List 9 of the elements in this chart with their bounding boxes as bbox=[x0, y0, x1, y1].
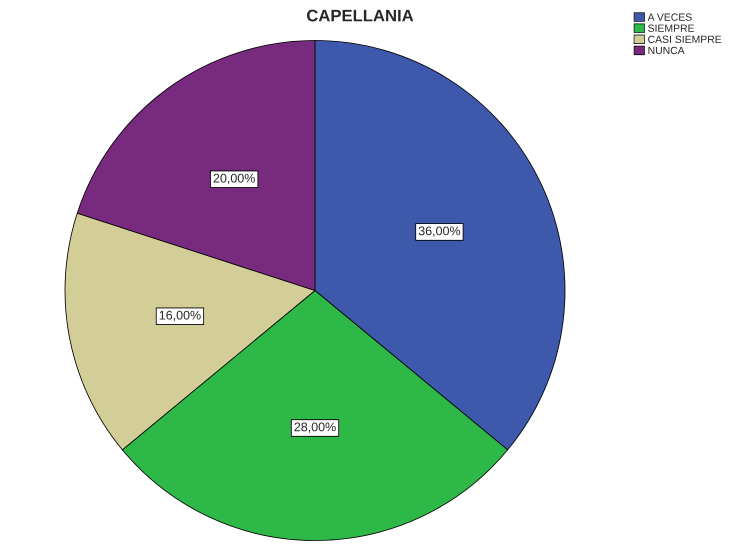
data-label: 20,00% bbox=[214, 174, 255, 184]
chart-title: CAPELLANIA bbox=[306, 10, 414, 22]
legend-label: CASI SIEMPRE bbox=[648, 36, 722, 44]
legend-label: SIEMPRE bbox=[648, 24, 694, 32]
legend-label: NUNCA bbox=[648, 46, 685, 54]
data-label: 36,00% bbox=[418, 226, 460, 237]
data-label: 16,00% bbox=[160, 310, 201, 322]
legend-label: A VECES bbox=[648, 13, 692, 21]
data-label: 28,00% bbox=[294, 422, 336, 433]
